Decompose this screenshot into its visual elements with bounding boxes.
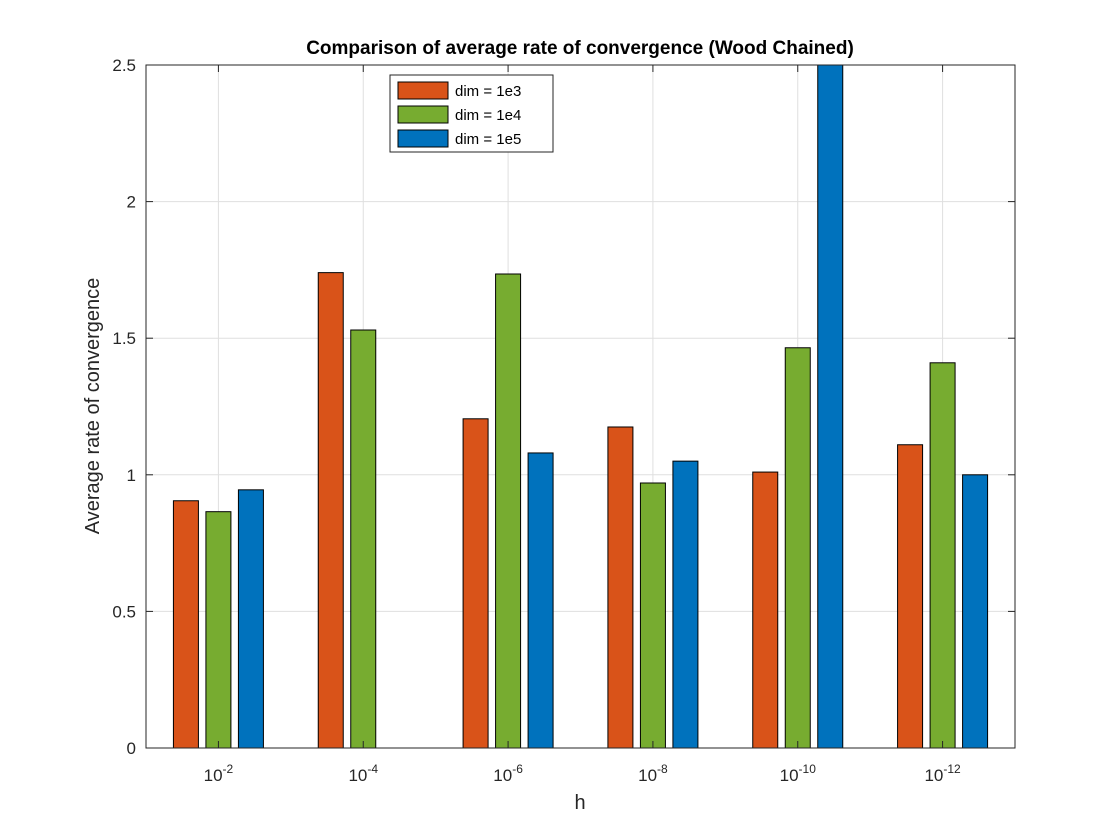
y-tick-label: 2	[127, 193, 136, 212]
bars	[172, 64, 989, 749]
bar-3-1	[237, 489, 264, 749]
chart-title: Comparison of average rate of convergenc…	[306, 38, 854, 59]
legend-label: dim = 1e4	[455, 107, 521, 124]
bar-3-3	[527, 452, 554, 749]
axes-box	[145, 64, 1016, 749]
legend-swatch	[397, 105, 449, 124]
x-tick-label: 10-10	[780, 762, 817, 785]
y-tick-label: 0	[127, 739, 136, 758]
bar-2-4	[639, 482, 666, 749]
x-ticks: 10-2 10-4 10-6 10-8 10-10 10-12	[204, 65, 961, 785]
x-tick-label: 10-8	[638, 762, 668, 785]
y-axis-label: Average rate of convergence	[82, 278, 104, 534]
x-tick-label: 10-12	[924, 762, 961, 785]
bar-2-3	[495, 273, 522, 749]
bar-1-1	[172, 500, 199, 749]
bar-1-2	[317, 272, 344, 749]
x-tick-label: 10-6	[493, 762, 523, 785]
bar-1-5	[752, 471, 779, 749]
bar-2-1	[205, 511, 232, 749]
y-ticks: 0 0.5 1 1.5 2 2.5	[112, 56, 1015, 758]
bar-2-5	[784, 347, 811, 749]
x-axis-label: h	[574, 792, 585, 814]
y-tick-label: 2.5	[112, 56, 136, 75]
plot-background	[146, 65, 1015, 748]
plot-area	[146, 65, 1015, 748]
bar-2-6	[929, 362, 956, 749]
legend-swatch	[397, 129, 449, 148]
x-tick-label: 10-4	[348, 762, 378, 785]
y-tick-label: 1	[127, 466, 136, 485]
y-tick-label: 0.5	[112, 602, 136, 621]
legend-label: dim = 1e3	[455, 83, 521, 100]
bar-1-6	[897, 444, 924, 749]
bar-1-4	[607, 426, 634, 749]
legend: dim = 1e3 dim = 1e4 dim = 1e5	[389, 74, 554, 153]
axes	[145, 64, 1016, 749]
bar-1-3	[462, 418, 489, 749]
bar-3-5	[817, 64, 844, 749]
x-tick-label: 10-2	[204, 762, 234, 785]
bar-2-2	[350, 329, 377, 749]
legend-swatch	[397, 81, 449, 100]
legend-label: dim = 1e5	[455, 131, 521, 148]
y-tick-label: 1.5	[112, 329, 136, 348]
bar-3-4	[672, 460, 699, 749]
bar-3-6	[962, 474, 989, 749]
